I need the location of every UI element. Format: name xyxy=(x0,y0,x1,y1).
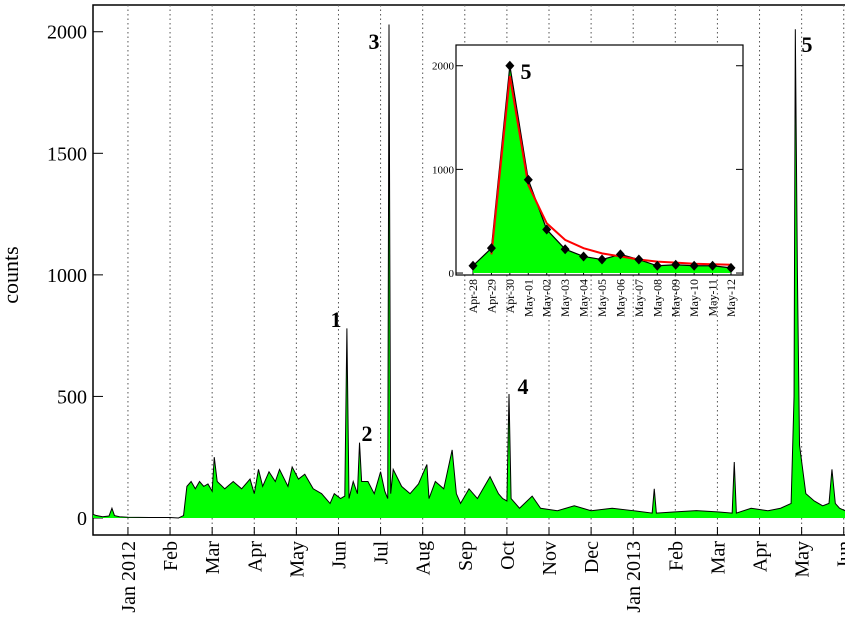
inset-y-tick-label: 1000 xyxy=(432,164,455,176)
inset-x-tick-label: May-11 xyxy=(706,279,720,317)
inset-x-tick-label: Apr-28 xyxy=(466,279,480,313)
y-tick-label: 500 xyxy=(57,386,87,408)
y-tick-label: 2000 xyxy=(47,22,87,44)
inset-x-tick-label: May-12 xyxy=(724,279,738,317)
inset-x-tick-label: May-01 xyxy=(521,279,535,317)
x-tick-label: Jan 2013 xyxy=(623,541,645,613)
line xyxy=(93,24,845,519)
annotation: 5 xyxy=(802,32,813,57)
y-tick-label: 1500 xyxy=(47,143,87,165)
x-tick-label: Jun xyxy=(834,541,845,569)
marker xyxy=(726,262,736,273)
marker xyxy=(671,259,681,270)
x-tick-label: Nov xyxy=(539,541,561,575)
inset-x-tick-label: May-02 xyxy=(540,279,554,317)
marker xyxy=(486,243,496,254)
inset-x-tick-label: May-08 xyxy=(650,279,664,317)
x-tick-label: Jun xyxy=(328,541,350,569)
marker xyxy=(560,244,570,255)
x-tick-label: Oct xyxy=(497,541,519,570)
marker xyxy=(542,224,552,235)
fit-line xyxy=(490,75,732,266)
x-tick-label: Sep xyxy=(455,541,477,571)
marker xyxy=(523,174,533,185)
x-tick-label: Mar xyxy=(707,541,729,575)
inset-x-tick-label: Apr-30 xyxy=(503,279,517,313)
annotation: 2 xyxy=(362,421,373,446)
inset-x-tick-label: May-05 xyxy=(595,279,609,317)
inset-x-tick-label: May-06 xyxy=(613,279,627,317)
y-axis-label: counts xyxy=(0,246,23,303)
inset-x-tick-label: May-03 xyxy=(558,279,572,317)
x-tick-label: Mar xyxy=(202,541,224,575)
x-tick-label: Jul xyxy=(371,541,393,565)
annotation: 4 xyxy=(518,374,529,399)
marker xyxy=(652,260,662,271)
x-tick-label: May xyxy=(792,541,814,578)
marker xyxy=(579,251,589,262)
x-tick-label: Apr xyxy=(750,541,772,572)
marker xyxy=(615,249,625,260)
x-tick-label: Feb xyxy=(160,541,182,571)
inset-x-tick-label: Apr-29 xyxy=(484,279,498,313)
marker xyxy=(708,260,718,271)
marker xyxy=(468,260,478,271)
marker xyxy=(505,60,515,71)
inset-area xyxy=(473,65,731,274)
inset-annotation: 5 xyxy=(521,59,532,84)
inset-x-tick-label: May-09 xyxy=(669,279,683,317)
inset-y-tick-label: 2000 xyxy=(432,61,455,73)
inset-x-tick-label: May-07 xyxy=(632,279,646,317)
y-tick-label: 1000 xyxy=(47,265,87,287)
x-tick-label: Dec xyxy=(581,541,603,573)
annotation: 3 xyxy=(369,29,380,54)
inset-x-tick-label: May-04 xyxy=(577,279,591,317)
marker xyxy=(689,260,699,271)
x-tick-label: Apr xyxy=(244,541,266,572)
x-tick-label: Jan 2012 xyxy=(118,541,140,613)
y-tick-label: 0 xyxy=(77,508,87,530)
inset-x-tick-label: May-10 xyxy=(687,279,701,317)
inset-y-tick-label: 0 xyxy=(449,268,455,280)
x-tick-label: May xyxy=(286,541,308,578)
x-tick-label: Feb xyxy=(665,541,687,571)
marker xyxy=(634,254,644,265)
x-tick-label: Aug xyxy=(413,541,435,575)
marker xyxy=(597,254,607,265)
annotation: 1 xyxy=(331,307,342,332)
